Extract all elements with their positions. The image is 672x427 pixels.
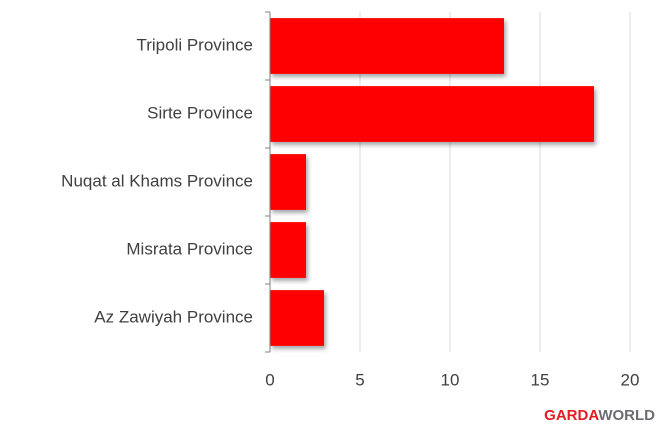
x-tick-label: 20 xyxy=(621,370,640,389)
y-tick-label: Nuqat al Khams Province xyxy=(61,171,253,190)
bar xyxy=(270,86,594,142)
logo-left: GARDA xyxy=(544,407,599,424)
y-tick-label: Tripoli Province xyxy=(136,35,253,54)
x-tick-label: 10 xyxy=(441,370,460,389)
y-tick-label: Az Zawiyah Province xyxy=(94,307,253,326)
y-tick-label: Sirte Province xyxy=(147,103,253,122)
x-tick-label: 15 xyxy=(531,370,550,389)
x-tick-label: 5 xyxy=(355,370,364,389)
logo: GARDAWORLD xyxy=(544,407,655,424)
x-tick-label: 0 xyxy=(265,370,274,389)
logo-right: WORLD xyxy=(598,407,655,424)
bar xyxy=(270,18,504,74)
bar xyxy=(270,290,324,346)
bars xyxy=(270,18,594,346)
y-tick-label: Misrata Province xyxy=(126,239,253,258)
bar xyxy=(270,222,306,278)
axis: 0 5 10 15 20 Tripoli Province Sirte Province Nu… xyxy=(61,11,640,389)
bar xyxy=(270,154,306,210)
